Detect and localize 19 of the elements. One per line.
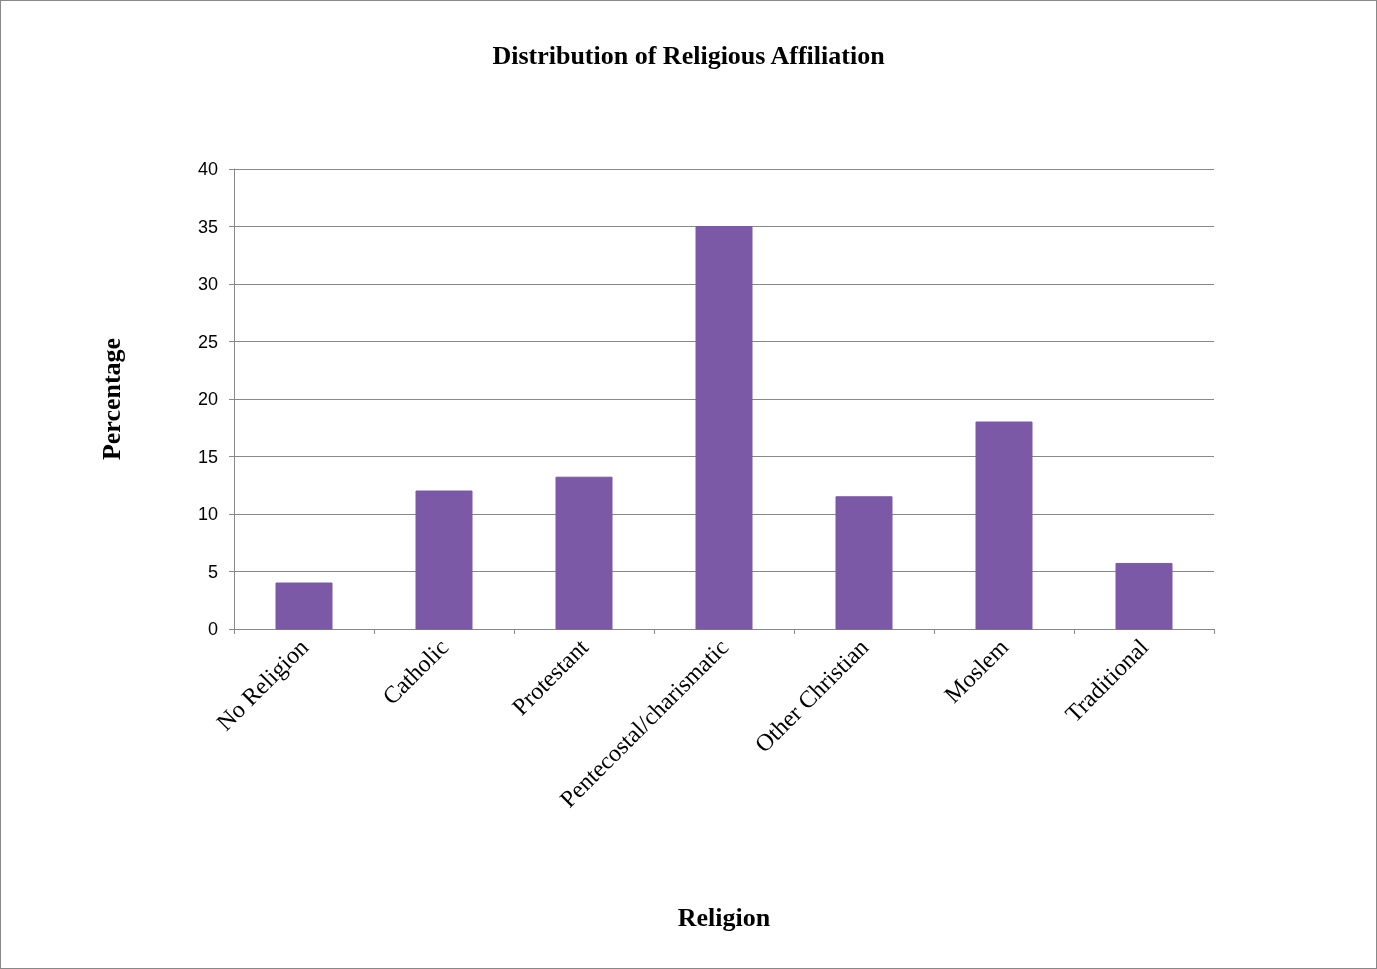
bar: [555, 476, 613, 630]
x-axis-title: Religion: [677, 902, 771, 932]
y-tick-label: 30: [197, 274, 218, 294]
y-tick-label: 0: [207, 619, 218, 639]
bar: [415, 490, 473, 630]
bar: [1115, 562, 1173, 630]
y-tick-label: 5: [207, 561, 218, 582]
y-tick-label: 35: [197, 216, 218, 237]
y-tick-label: 20: [197, 389, 218, 409]
bar: [695, 226, 753, 630]
y-tick-label: 40: [197, 159, 218, 179]
bar: [975, 421, 1033, 630]
y-axis-title: Percentage: [96, 337, 126, 461]
y-tick-label: 25: [197, 331, 218, 352]
y-tick-label: 15: [197, 446, 218, 467]
chart-title: Distribution of Religious Affiliation: [492, 40, 886, 70]
y-tick-label: 10: [197, 504, 218, 524]
bar: [835, 496, 893, 630]
bar: [275, 582, 333, 630]
